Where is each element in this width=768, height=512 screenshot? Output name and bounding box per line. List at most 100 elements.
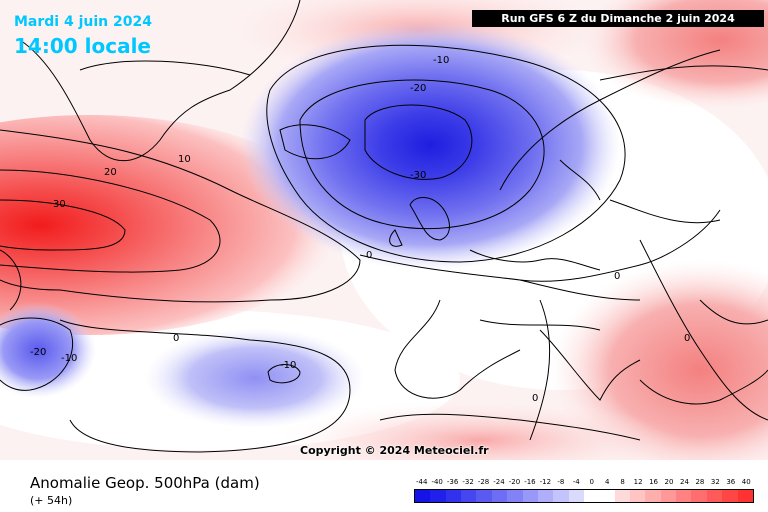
color-legend-tick: 20 [664, 478, 674, 486]
color-legend-swatch [599, 490, 615, 502]
color-legend-tick: -4 [572, 478, 580, 486]
isolines [0, 44, 768, 453]
isoline-0-med [529, 299, 551, 441]
color-legend-swatch [706, 490, 723, 502]
color-legend-tick: -24 [493, 478, 505, 486]
color-legend-tick: -36 [446, 478, 459, 486]
positive-anomaly-africa [280, 400, 680, 460]
color-legend-swatch [660, 490, 677, 502]
isoline-minus-20 [299, 79, 545, 230]
color-legend-swatch [676, 490, 692, 502]
contour-label: 20 [104, 167, 117, 178]
isoline-30 [0, 199, 126, 251]
color-legend-swatch [445, 490, 462, 502]
isoline-minus-10-azores [267, 364, 301, 384]
contour-label: -20 [30, 347, 46, 358]
color-legend-swatch [583, 490, 600, 502]
run-info-bar: Run GFS 6 Z du Dimanche 2 juin 2024 [472, 10, 764, 27]
anomaly-map: -10 -20 -30 10 20 30 0 -20 -10 0 -10 0 0… [0, 0, 768, 460]
north-sea-coast [469, 249, 601, 271]
color-legend-swatch [476, 490, 492, 502]
isoline-minus-30 [364, 104, 473, 180]
color-legend-tick: -28 [477, 478, 490, 486]
color-legend-swatch [691, 490, 707, 502]
color-legend-tick: 4 [604, 478, 610, 486]
color-legend-tick: 36 [726, 478, 736, 486]
isoline-minus-10-west [0, 317, 74, 391]
isoline-10-east [639, 239, 768, 421]
contour-label: 0 [173, 333, 179, 344]
alps-border [479, 319, 601, 331]
color-legend: -44 -40 -36 -32 -28 -24 -20 -16 -12 -8 -4 0 4 8 12 16 20… [414, 478, 754, 506]
negative-anomaly-west [0, 302, 96, 398]
contour-label: -30 [410, 170, 426, 181]
contour-label: 0 [614, 271, 620, 282]
coastlines [0, 0, 768, 441]
contour-label: -10 [61, 353, 77, 364]
color-legend-swatch [553, 490, 569, 502]
isoline-20 [0, 169, 221, 273]
positive-anomaly-northeast [580, 0, 768, 110]
color-legend-tick: -12 [539, 478, 552, 486]
north-africa-coast [379, 413, 641, 441]
color-legend-tick: -44 [416, 478, 428, 486]
greenland-coast [19, 0, 301, 162]
color-legend-tick: 28 [695, 478, 705, 486]
color-legend-tick: 8 [620, 478, 625, 486]
color-legend-tick: 16 [649, 478, 658, 486]
color-legend-swatch [415, 490, 431, 502]
forecast-time: 14:00 locale [14, 34, 151, 58]
forecast-date: Mardi 4 juin 2024 [14, 14, 152, 30]
iceland-coast [279, 124, 351, 160]
isoline-10 [0, 129, 361, 303]
iberia-france-coast [394, 299, 521, 399]
negative-anomaly-azores [145, 328, 365, 428]
color-legend-swatch [630, 490, 646, 502]
color-legend-swatch [461, 490, 477, 502]
map-title: Anomalie Geop. 500hPa (dam) [30, 474, 260, 492]
color-legend-swatch [722, 490, 738, 502]
color-legend-swatch [491, 490, 508, 502]
contour-label: -10 [280, 360, 296, 371]
contour-label: 0 [366, 250, 372, 261]
contour-label: -10 [433, 55, 449, 66]
color-legend-strip [414, 489, 754, 503]
forecast-step: (+ 54h) [30, 494, 73, 507]
color-legend-swatch [537, 490, 554, 502]
italy-coast [539, 329, 641, 401]
contour-label: -20 [410, 83, 426, 94]
baltic-coast [559, 159, 601, 201]
color-legend-tick: 32 [710, 478, 720, 486]
contour-labels: -10 -20 -30 10 20 30 0 -20 -10 0 -10 0 0… [30, 55, 690, 404]
balkans-turkey-coast [639, 369, 768, 405]
color-legend-tick: 40 [741, 478, 751, 486]
color-legend-swatch [614, 490, 631, 502]
isoline-10-north [79, 60, 251, 76]
isoline-0-west [59, 319, 351, 453]
contour-label: 30 [53, 199, 66, 210]
contour-label: 10 [178, 154, 191, 165]
color-legend-ticks: -44 -40 -36 -32 -28 -24 -20 -16 -12 -8 -4 0 4 8 12 16 20… [414, 478, 754, 488]
copyright-notice: Copyright © 2024 Meteociel.fr [300, 444, 489, 457]
color-legend-tick: -20 [508, 478, 521, 486]
eastern-europe-border [609, 199, 721, 224]
color-legend-tick: 24 [679, 478, 689, 486]
isoline-minus-10 [266, 44, 626, 263]
contour-label: 0 [532, 393, 538, 404]
color-legend-tick: 0 [589, 478, 594, 486]
uk-coast [409, 197, 450, 241]
isoline-0-europe [359, 209, 721, 282]
color-legend-swatch [737, 490, 753, 502]
negative-anomaly-north-atlantic [240, 20, 620, 270]
ireland-coast [389, 229, 403, 247]
central-europe-border [519, 279, 641, 301]
color-legend-swatch [645, 490, 661, 502]
contour-label: 0 [684, 333, 690, 344]
color-legend-swatch [430, 490, 446, 502]
color-legend-tick: -8 [557, 478, 565, 486]
color-legend-tick: -32 [462, 478, 474, 486]
black-sea-coast [699, 299, 768, 325]
color-legend-tick: -40 [431, 478, 443, 486]
color-legend-tick: -16 [524, 478, 536, 486]
